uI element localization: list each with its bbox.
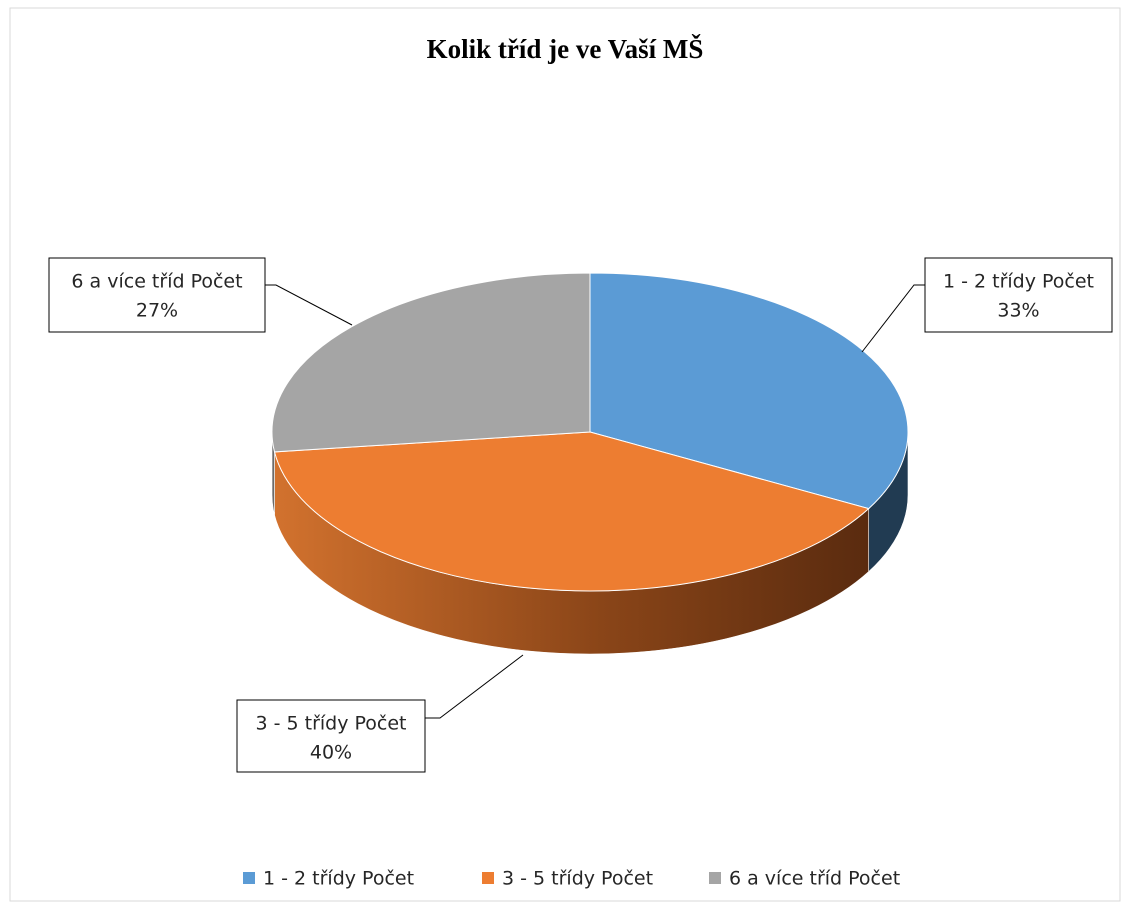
data-label-category: 3 - 5 třídy Počet: [255, 713, 406, 735]
legend-swatch: [709, 872, 721, 884]
legend-label: 3 - 5 třídy Počet: [502, 868, 653, 890]
pie-slice: [271, 272, 591, 453]
data-label-value: 27%: [136, 300, 178, 322]
data-label-box: [924, 257, 1113, 333]
legend-swatch: [482, 872, 494, 884]
chart-title: Kolik tříd je ve Vaší MŠ: [427, 34, 704, 64]
legend-label: 6 a více tříd Počet: [729, 868, 900, 890]
leader-line: [861, 284, 925, 353]
legend-label: 1 - 2 třídy Počet: [263, 868, 414, 890]
data-label-category: 1 - 2 třídy Počet: [943, 271, 1094, 293]
legend-swatch: [243, 872, 255, 884]
data-label-value: 33%: [997, 300, 1039, 322]
pie-slice: [589, 272, 909, 510]
leader-line: [265, 284, 353, 326]
data-label-category: 6 a více tříd Počet: [71, 271, 242, 293]
data-label-box: [236, 699, 426, 773]
pie-slice: [273, 431, 870, 592]
data-label-box: [48, 257, 266, 333]
leader-line: [425, 654, 524, 719]
data-label-value: 40%: [310, 742, 352, 764]
